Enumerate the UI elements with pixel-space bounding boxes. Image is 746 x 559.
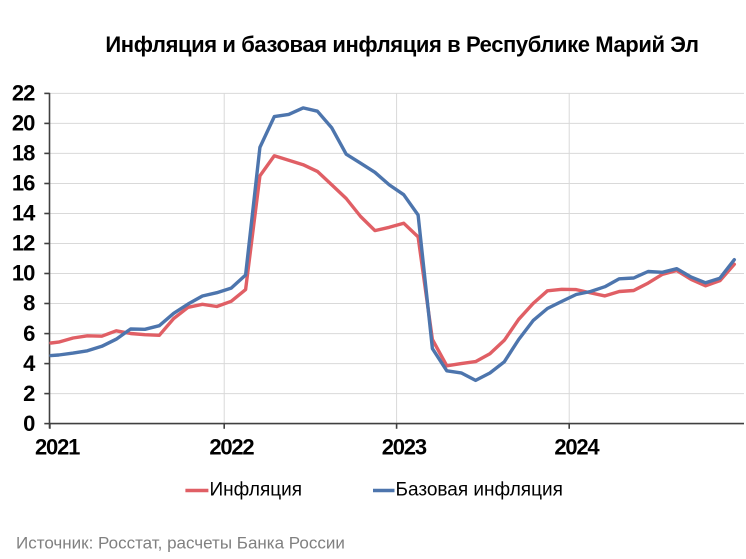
svg-text:Инфляция и базовая инфляция в: Инфляция и базовая инфляция в Республике… <box>105 32 698 57</box>
svg-text:22: 22 <box>12 81 35 106</box>
svg-text:Инфляция: Инфляция <box>210 480 303 501</box>
svg-text:2022: 2022 <box>209 435 254 460</box>
svg-text:10: 10 <box>12 261 35 286</box>
svg-text:6: 6 <box>23 321 35 346</box>
svg-text:14: 14 <box>12 201 36 226</box>
svg-text:Базовая инфляция: Базовая инфляция <box>396 480 563 501</box>
svg-text:12: 12 <box>12 231 35 256</box>
svg-text:2024: 2024 <box>554 435 600 460</box>
svg-text:Источник: Росстат, расчеты Бан: Источник: Росстат, расчеты Банка России <box>16 534 345 553</box>
svg-text:18: 18 <box>12 141 35 166</box>
svg-text:16: 16 <box>12 171 35 196</box>
svg-text:20: 20 <box>12 111 35 136</box>
svg-text:2023: 2023 <box>382 435 427 460</box>
svg-text:0: 0 <box>23 411 35 436</box>
svg-text:8: 8 <box>23 291 35 316</box>
svg-text:4: 4 <box>23 351 36 376</box>
svg-text:2: 2 <box>23 381 35 406</box>
svg-text:2021: 2021 <box>35 435 80 460</box>
